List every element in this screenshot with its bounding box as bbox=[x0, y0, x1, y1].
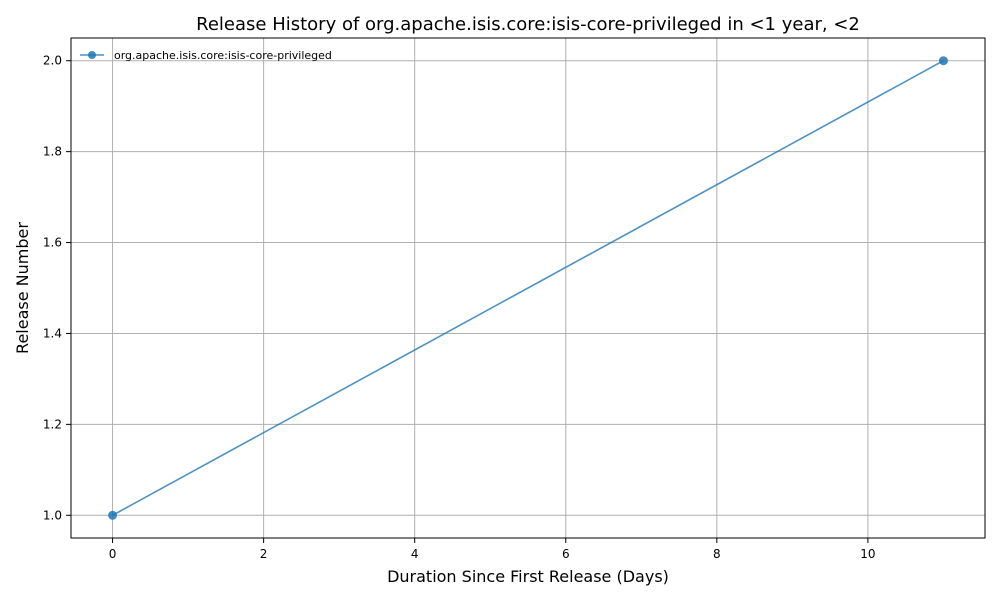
series-line bbox=[112, 60, 944, 516]
x-tick-label: 8 bbox=[713, 547, 721, 561]
y-axis-label: Release Number bbox=[13, 222, 32, 354]
ticks: 0 2 4 6 8 10 1.0 1.2 1.4 1.6 1.8 2.0 bbox=[43, 54, 876, 561]
chart-title: Release History of org.apache.isis.core:… bbox=[196, 14, 860, 35]
data-point bbox=[938, 56, 948, 66]
y-tick-label: 1.4 bbox=[43, 326, 62, 340]
grid bbox=[71, 38, 985, 538]
x-tick-label: 0 bbox=[109, 547, 117, 561]
x-tick-label: 10 bbox=[860, 547, 875, 561]
y-tick-label: 1.0 bbox=[43, 508, 62, 522]
series-layer bbox=[108, 56, 948, 520]
legend: org.apache.isis.core:isis-core-privilege… bbox=[80, 49, 332, 62]
data-point bbox=[108, 510, 118, 520]
y-tick-label: 1.8 bbox=[43, 145, 62, 159]
x-tick-label: 2 bbox=[260, 547, 268, 561]
y-tick-label: 1.2 bbox=[43, 417, 62, 431]
axes-frame bbox=[70, 37, 986, 539]
y-tick-label: 2.0 bbox=[43, 54, 62, 68]
x-tick-label: 4 bbox=[411, 547, 419, 561]
x-tick-label: 6 bbox=[562, 547, 570, 561]
y-tick-label: 1.6 bbox=[43, 236, 62, 250]
x-axis-label: Duration Since First Release (Days) bbox=[387, 567, 669, 586]
legend-marker-swatch bbox=[88, 51, 96, 59]
legend-label: org.apache.isis.core:isis-core-privilege… bbox=[114, 49, 332, 62]
